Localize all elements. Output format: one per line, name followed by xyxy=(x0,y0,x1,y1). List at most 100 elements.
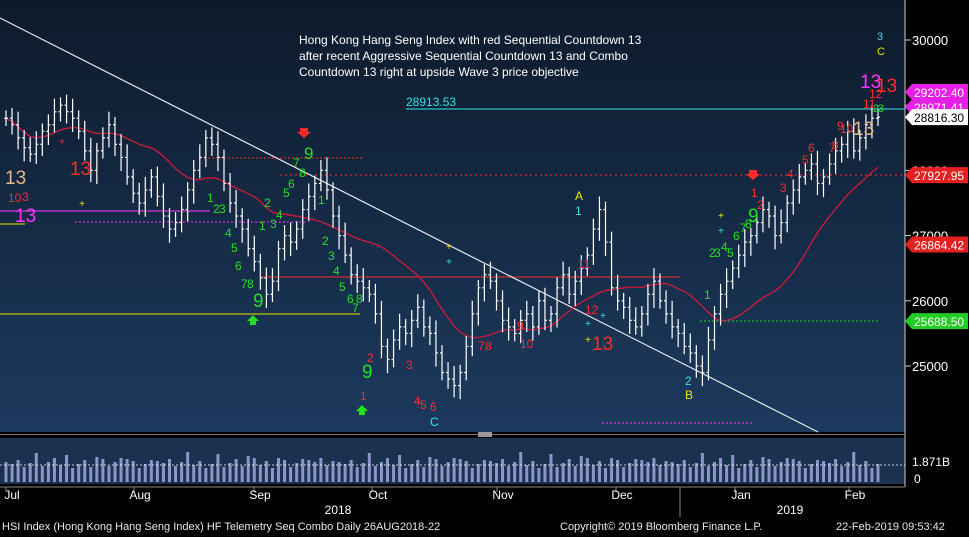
downtrend-line xyxy=(0,17,819,433)
price-label-value: 25688.50 xyxy=(914,315,964,329)
price-bar xyxy=(658,273,662,309)
price-bar xyxy=(361,268,366,302)
price-bar xyxy=(700,355,705,387)
td-count-label: 12 xyxy=(585,303,599,317)
volume-bar xyxy=(77,464,81,482)
td-count-label: 3 xyxy=(219,202,226,216)
price-bar xyxy=(88,137,93,183)
volume-bar xyxy=(331,461,335,482)
panel-divider-handle[interactable] xyxy=(478,432,492,437)
price-bar xyxy=(64,94,69,124)
price-bar xyxy=(161,183,166,228)
volume-bar xyxy=(89,467,93,482)
price-bar xyxy=(131,169,136,203)
volume-bar xyxy=(440,466,444,482)
td-count-label: 10 xyxy=(520,337,534,351)
td-count-label: 3 xyxy=(328,249,335,263)
price-bar xyxy=(337,205,342,250)
volume-bar xyxy=(743,464,747,482)
volume-bar xyxy=(688,467,692,482)
volume-bar xyxy=(737,468,741,482)
setup-marker: + xyxy=(585,335,591,346)
price-bar xyxy=(876,109,880,127)
volume-bar xyxy=(361,463,365,482)
td-count-label: 7 xyxy=(293,156,300,170)
volume-bar xyxy=(186,452,190,482)
volume-bar xyxy=(59,465,62,482)
td-count-label: B xyxy=(685,388,693,402)
price-bar xyxy=(845,120,850,159)
td-count-label: 3 xyxy=(406,358,413,372)
td-count-label: 1 xyxy=(704,288,711,302)
price-bar xyxy=(440,345,444,381)
price-bar xyxy=(137,182,142,215)
td-count-label: 3 xyxy=(270,217,277,231)
price-bar xyxy=(536,290,541,335)
td-count-label: 1 xyxy=(259,219,266,233)
volume-bar xyxy=(119,458,123,482)
price-bar xyxy=(488,261,493,290)
price-bar xyxy=(113,116,117,157)
td-count-label: 7 xyxy=(478,339,485,353)
volume-bar xyxy=(549,454,553,482)
volume-bar xyxy=(422,467,426,482)
price-bar xyxy=(767,201,771,228)
setup-marker: + xyxy=(79,199,85,210)
volume-bar xyxy=(446,462,450,482)
volume-bar xyxy=(192,465,196,482)
td-count-label: 10 xyxy=(8,191,22,205)
volume-bar xyxy=(501,459,505,482)
price-bar xyxy=(791,179,796,215)
td-count-label: 3 xyxy=(22,190,29,204)
price-bar xyxy=(567,266,572,305)
price-label-box xyxy=(905,84,968,101)
price-label-box xyxy=(905,167,968,184)
volume-bar xyxy=(283,460,287,482)
price-bar xyxy=(258,253,263,290)
volume-bar xyxy=(519,452,523,482)
setup-marker: + xyxy=(718,226,724,237)
x-year-label: 2018 xyxy=(325,503,352,517)
td-count-label: C xyxy=(430,415,439,429)
volume-bar xyxy=(610,458,614,482)
volume-bar xyxy=(876,464,880,482)
price-bar xyxy=(651,268,656,308)
volume-bar xyxy=(198,461,202,482)
volume-bar xyxy=(386,458,389,482)
volume-bar xyxy=(16,460,20,482)
volume-bar xyxy=(28,463,32,482)
volume-bar xyxy=(858,465,862,482)
price-bar xyxy=(34,131,39,164)
price-bar xyxy=(446,362,451,389)
volume-bar xyxy=(307,460,311,482)
volume-bar xyxy=(161,463,165,482)
volume-bar xyxy=(537,468,541,482)
price-bar xyxy=(58,97,63,122)
price-bar xyxy=(706,326,711,381)
y-tick-label: 30000 xyxy=(912,33,948,48)
price-bar xyxy=(385,338,390,374)
td-count-label: 7 xyxy=(740,221,747,235)
td-count-label: 9 xyxy=(362,362,373,383)
volume-bar xyxy=(222,467,226,482)
price-bar xyxy=(500,290,505,333)
green-up-arrow xyxy=(247,315,259,325)
price-bar xyxy=(143,176,148,217)
volume-bar xyxy=(755,467,759,482)
green-up-arrow xyxy=(356,405,368,415)
setup-marker: + xyxy=(446,257,452,268)
price-bar xyxy=(458,364,463,400)
volume-bar xyxy=(749,460,753,482)
price-bar xyxy=(785,195,790,233)
td-count-label: 5 xyxy=(339,280,346,294)
price-bar xyxy=(119,133,124,172)
moving-average-line xyxy=(5,117,879,339)
footer-copyright: Copyright© 2019 Bloomberg Finance L.P. xyxy=(560,521,763,533)
price-bar xyxy=(4,110,8,127)
volume-bar xyxy=(507,466,511,482)
volume-bar xyxy=(404,468,408,482)
price-bar xyxy=(300,199,305,239)
price-bar xyxy=(191,159,196,204)
td-count-label: C xyxy=(877,46,885,58)
price-bar xyxy=(355,264,360,293)
